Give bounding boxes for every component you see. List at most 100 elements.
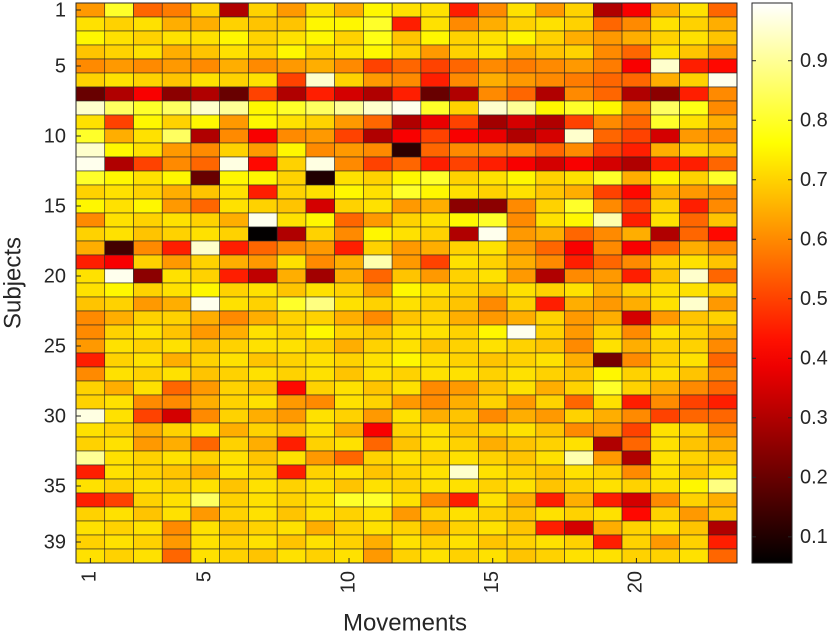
heatmap-cell: [506, 478, 537, 494]
heatmap-cell: [363, 366, 393, 382]
heatmap-cell: [161, 128, 192, 144]
heatmap-cell: [506, 352, 537, 368]
heatmap-cell: [334, 436, 364, 452]
heatmap-cell: [420, 58, 450, 74]
heatmap-cell: [133, 380, 163, 396]
heatmap-cell: [707, 436, 738, 452]
heatmap-cell: [564, 520, 594, 536]
heatmap-cell: [593, 520, 623, 536]
heatmap-cell: [75, 212, 106, 228]
heatmap-cell: [276, 464, 307, 480]
heatmap-cell: [248, 548, 278, 564]
heatmap-cell: [478, 128, 508, 144]
heatmap-cell: [506, 2, 537, 18]
heatmap-cell: [679, 58, 709, 74]
heatmap-cell: [276, 408, 307, 424]
heatmap-cell: [621, 436, 652, 452]
heatmap-cell: [161, 352, 192, 368]
heatmap-cell: [248, 170, 278, 186]
heatmap-cell: [75, 422, 106, 438]
heatmap-cell: [449, 268, 479, 284]
heatmap-cell: [506, 114, 537, 130]
heatmap-cell: [420, 44, 450, 60]
heatmap-cell: [650, 198, 680, 214]
heatmap-cell: [564, 324, 594, 340]
heatmap-cell: [334, 240, 364, 256]
heatmap-cell: [621, 198, 652, 214]
heatmap-cell: [449, 492, 479, 508]
heatmap-cell: [650, 534, 680, 550]
heatmap-cell: [478, 30, 508, 46]
heatmap-cell: [219, 464, 249, 480]
heatmap-cell: [420, 86, 450, 102]
heatmap-cell: [707, 254, 738, 270]
heatmap-cell: [305, 492, 335, 508]
heatmap-cell: [133, 58, 163, 74]
heatmap-cell: [449, 478, 479, 494]
heatmap-cell: [621, 338, 652, 354]
heatmap-cell: [449, 296, 479, 312]
heatmap-cell: [276, 352, 307, 368]
heatmap-cell: [707, 464, 738, 480]
heatmap-cell: [161, 478, 192, 494]
heatmap-cell: [535, 198, 565, 214]
heatmap-cell: [276, 268, 307, 284]
heatmap-cell: [391, 408, 422, 424]
heatmap-cell: [75, 296, 106, 312]
heatmap-cell: [564, 240, 594, 256]
y-tick-label: 5: [55, 55, 66, 77]
heatmap-cell: [391, 534, 422, 550]
heatmap-cell: [535, 30, 565, 46]
heatmap-cell: [679, 338, 709, 354]
heatmap-cell: [161, 534, 192, 550]
heatmap-cell: [420, 212, 450, 228]
heatmap-cell: [190, 324, 220, 340]
heatmap-cell: [707, 2, 738, 18]
heatmap-cell: [363, 408, 393, 424]
heatmap-cell: [650, 394, 680, 410]
heatmap-cell: [219, 380, 249, 396]
heatmap-cell: [650, 16, 680, 32]
heatmap-cell: [133, 254, 163, 270]
heatmap-cell: [219, 268, 249, 284]
heatmap-cell: [305, 450, 335, 466]
heatmap-cell: [478, 212, 508, 228]
heatmap-cell: [679, 30, 709, 46]
heatmap-cell: [506, 534, 537, 550]
heatmap-cell: [133, 310, 163, 326]
heatmap-cell: [161, 198, 192, 214]
heatmap-cell: [564, 464, 594, 480]
heatmap-cell: [248, 422, 278, 438]
colorbar-tick-label: 0.9: [800, 50, 828, 72]
heatmap-cell: [276, 240, 307, 256]
heatmap-cell: [104, 324, 134, 340]
heatmap-cell: [478, 492, 508, 508]
heatmap-cell: [104, 422, 134, 438]
heatmap-cell: [593, 408, 623, 424]
heatmap-cell: [478, 464, 508, 480]
heatmap-cell: [104, 394, 134, 410]
heatmap-cell: [248, 156, 278, 172]
heatmap-cell: [535, 310, 565, 326]
heatmap-cell: [248, 338, 278, 354]
heatmap-cell: [391, 478, 422, 494]
heatmap-cell: [190, 352, 220, 368]
heatmap-cell: [679, 254, 709, 270]
heatmap-cell: [276, 534, 307, 550]
x-tick-label: 5: [194, 571, 216, 582]
heatmap-cell: [420, 268, 450, 284]
heatmap-cell: [506, 492, 537, 508]
heatmap-cell: [219, 324, 249, 340]
heatmap-cell: [190, 492, 220, 508]
heatmap-cell: [190, 100, 220, 116]
heatmap-cell: [219, 184, 249, 200]
heatmap-cell: [334, 282, 364, 298]
y-tick-label: 25: [44, 335, 66, 357]
heatmap-cell: [161, 30, 192, 46]
heatmap-cell: [593, 352, 623, 368]
heatmap-cell: [449, 254, 479, 270]
heatmap-cell: [449, 282, 479, 298]
heatmap-cell: [391, 268, 422, 284]
heatmap-cell: [133, 114, 163, 130]
